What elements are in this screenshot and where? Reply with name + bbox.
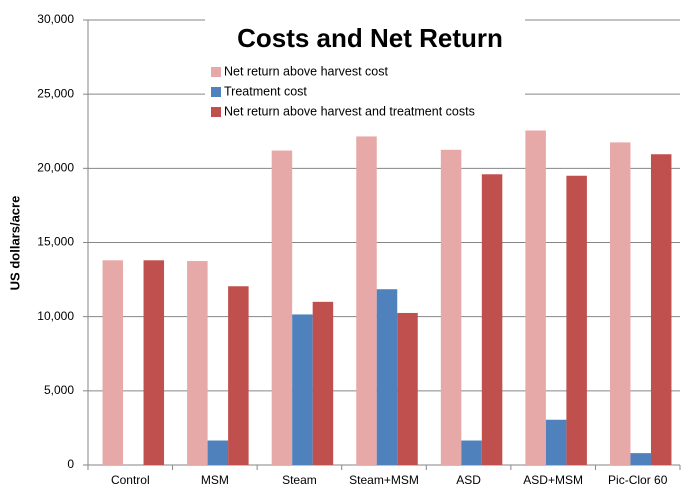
x-tick-label: Steam+MSM: [349, 473, 419, 487]
bar: [143, 260, 165, 465]
x-tick-label: ASD+MSM: [523, 473, 583, 487]
bar: [397, 312, 418, 465]
bar: [102, 260, 124, 465]
x-tick-label: Control: [111, 473, 150, 487]
bar: [292, 314, 313, 465]
bar: [356, 136, 377, 466]
y-tick-label: 15,000: [37, 235, 74, 249]
x-tick-label: Pic-Clor 60: [608, 473, 668, 487]
bar: [228, 286, 249, 465]
legend-label: Net return above harvest cost: [224, 64, 388, 78]
x-tick-label: ASD: [456, 473, 481, 487]
bar: [440, 149, 462, 465]
x-tick-label: MSM: [201, 473, 229, 487]
x-tick-label: Steam: [282, 473, 317, 487]
bar: [630, 453, 651, 465]
legend-swatch: [211, 87, 221, 97]
y-tick-label: 30,000: [37, 12, 74, 26]
legend-label: Treatment cost: [224, 84, 307, 98]
y-tick-label: 5,000: [44, 383, 74, 397]
bar: [312, 301, 334, 465]
bar: [271, 150, 293, 466]
legend-background: [205, 10, 525, 126]
y-tick-label: 10,000: [37, 309, 74, 323]
legend-swatch: [211, 107, 221, 117]
bar: [525, 130, 546, 465]
bar: [481, 174, 503, 465]
bar: [566, 175, 587, 465]
bar: [545, 419, 567, 465]
bar: [187, 261, 208, 465]
y-tick-label: 0: [67, 457, 74, 471]
legend-swatch: [211, 67, 221, 77]
y-axis-label: US dollars/acre: [7, 196, 22, 291]
bar: [376, 289, 398, 465]
bar: [609, 142, 631, 465]
bar: [650, 154, 672, 465]
legend-label: Net return above harvest and treatment c…: [224, 104, 475, 118]
bar: [461, 440, 482, 465]
y-tick-label: 25,000: [37, 86, 74, 100]
y-tick-label: 20,000: [37, 161, 74, 175]
bar: [207, 440, 229, 465]
chart-title: Costs and Net Return: [237, 23, 503, 53]
